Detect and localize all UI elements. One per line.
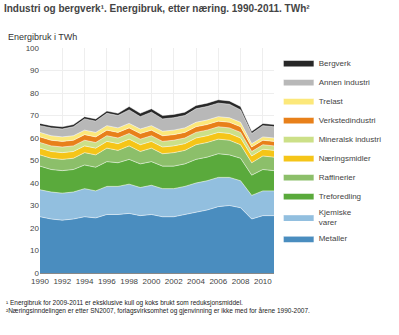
svg-text:Annen industri: Annen industri [319,78,370,87]
svg-text:2000: 2000 [143,277,161,286]
svg-text:2008: 2008 [232,277,250,286]
svg-text:Industri og bergverk¹. Energib: Industri og bergverk¹. Energibruk, etter… [4,3,310,14]
svg-text:2004: 2004 [187,277,205,286]
svg-text:2002: 2002 [165,277,183,286]
svg-text:Energibruk i TWh: Energibruk i TWh [8,32,77,42]
svg-text:20: 20 [30,224,39,233]
svg-text:10: 10 [30,246,39,255]
svg-text:Mineralsk industri: Mineralsk industri [319,135,381,144]
svg-text:70: 70 [30,111,39,120]
svg-text:Trelast: Trelast [319,97,344,106]
svg-text:Metaller: Metaller [319,234,348,243]
svg-text:1996: 1996 [98,277,116,286]
svg-text:2010: 2010 [254,277,272,286]
svg-text:Verkstedindustri: Verkstedindustri [319,116,376,125]
svg-text:Raffinerier: Raffinerier [319,173,356,182]
svg-text:100: 100 [26,44,40,53]
svg-text:30: 30 [30,201,39,210]
svg-text:50: 50 [30,156,39,165]
svg-text:1992: 1992 [53,277,71,286]
svg-text:2006: 2006 [209,277,227,286]
svg-text:1998: 1998 [120,277,138,286]
svg-text:1990: 1990 [31,277,49,286]
svg-text:1994: 1994 [76,277,94,286]
svg-text:¹ Energibruk for 2009-2011 er: ¹ Energibruk for 2009-2011 er eksklusive… [6,299,310,315]
svg-text:Treforedling: Treforedling [319,192,361,201]
svg-text:60: 60 [30,134,39,143]
svg-text:90: 90 [30,66,39,75]
svg-text:80: 80 [30,89,39,98]
svg-text:Næringsmidler: Næringsmidler [319,154,371,163]
svg-text:0: 0 [35,269,40,278]
svg-text:Kjemiskevarer: Kjemiskevarer [319,208,352,227]
svg-text:Bergverk: Bergverk [319,59,352,68]
svg-text:40: 40 [30,179,39,188]
